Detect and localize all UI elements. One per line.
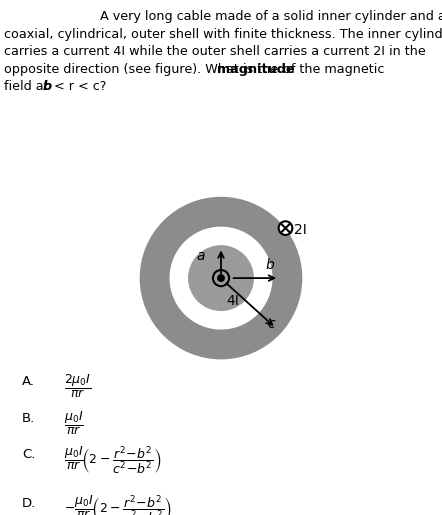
Circle shape bbox=[218, 275, 224, 281]
Circle shape bbox=[189, 246, 253, 311]
Text: $\dfrac{\mu_0 I}{\pi r}\!\left(2 - \dfrac{r^2\!-\!b^2}{c^2\!-\!b^2}\right)$: $\dfrac{\mu_0 I}{\pi r}\!\left(2 - \dfra… bbox=[64, 445, 162, 476]
Text: b: b bbox=[265, 259, 274, 272]
Text: carries a current 4I while the outer shell carries a current 2I in the: carries a current 4I while the outer she… bbox=[4, 45, 426, 58]
Text: A.: A. bbox=[22, 375, 35, 388]
Text: of the magnetic: of the magnetic bbox=[283, 63, 385, 76]
Text: c: c bbox=[268, 317, 275, 331]
Circle shape bbox=[141, 197, 301, 359]
Text: B.: B. bbox=[22, 411, 35, 425]
Text: $\dfrac{2\mu_0 I}{\pi r}$: $\dfrac{2\mu_0 I}{\pi r}$ bbox=[64, 372, 91, 400]
Text: opposite direction (see figure). What is the: opposite direction (see figure). What is… bbox=[4, 63, 282, 76]
Text: $\dfrac{\mu_0 I}{\pi r}$: $\dfrac{\mu_0 I}{\pi r}$ bbox=[64, 409, 84, 437]
Text: coaxial, cylindrical, outer shell with finite thickness. The inner cylinder: coaxial, cylindrical, outer shell with f… bbox=[4, 28, 442, 41]
Text: $-\dfrac{\mu_0 I}{\pi r}\!\left(2 - \dfrac{r^2\!-\!b^2}{c^2\!-\!b^2}\right)$: $-\dfrac{\mu_0 I}{\pi r}\!\left(2 - \dfr… bbox=[64, 494, 172, 515]
Text: D.: D. bbox=[22, 497, 36, 510]
Text: a: a bbox=[197, 249, 206, 263]
Text: b: b bbox=[43, 80, 52, 93]
Circle shape bbox=[170, 227, 272, 329]
Text: field at: field at bbox=[4, 80, 53, 93]
Text: 4I: 4I bbox=[226, 294, 239, 307]
Text: magnitude: magnitude bbox=[217, 63, 295, 76]
Text: C.: C. bbox=[22, 448, 35, 461]
Text: A very long cable made of a solid inner cylinder and a: A very long cable made of a solid inner … bbox=[100, 10, 442, 23]
Text: 2I: 2I bbox=[293, 222, 306, 237]
Circle shape bbox=[278, 221, 292, 235]
Text: < r < c?: < r < c? bbox=[50, 80, 107, 93]
